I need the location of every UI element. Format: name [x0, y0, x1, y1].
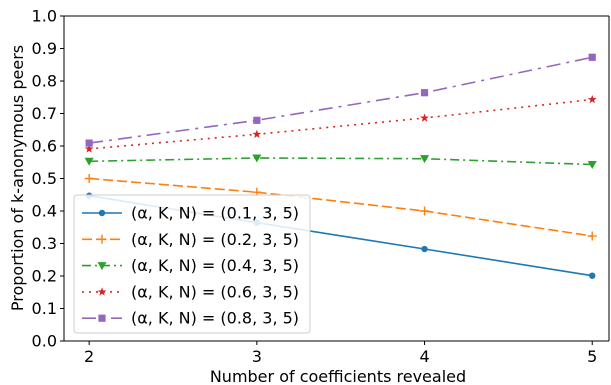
legend-box [73, 194, 311, 334]
legend-label-4: (α, K, N) = (0.6, 3, 5) [131, 282, 299, 301]
legend: (α, K, N) = (0.1, 3, 5) (α, K, N) = (0.2,… [73, 194, 311, 334]
data-point-s4-3 [420, 113, 429, 122]
y-tick-label: 0.2 [32, 267, 57, 286]
series-line-5 [89, 56, 593, 144]
legend-label-3: (α, K, N) = (0.4, 3, 5) [131, 256, 299, 275]
data-point-s5-4 [588, 53, 596, 61]
data-point-s4-1 [84, 144, 94, 153]
x-ticks: 2 3 4 5 [84, 341, 597, 366]
legend-marker-4 [97, 287, 107, 296]
data-point-s2-4 [587, 231, 597, 241]
y-tick-label: 0.3 [32, 234, 57, 253]
data-point-s5-2 [253, 116, 261, 124]
y-tick-label: 0.9 [32, 39, 57, 58]
data-point-s4-4 [587, 94, 597, 104]
data-point-s4-2 [252, 129, 262, 139]
legend-marker-3 [97, 262, 107, 271]
data-point-s5-1 [85, 139, 93, 147]
y-tick-label: 0.0 [32, 332, 57, 351]
legend-label-1: (α, K, N) = (0.1, 3, 5) [131, 204, 299, 223]
y-tick-label: 0.7 [32, 104, 57, 123]
series-line-2 [89, 177, 593, 237]
data-point-s5-3 [420, 89, 429, 97]
y-tick-label: 0.4 [32, 202, 57, 221]
series-line-4 [89, 98, 593, 150]
series-line-3 [89, 157, 593, 166]
x-tick-label: 2 [84, 347, 94, 366]
legend-marker-2 [97, 234, 107, 244]
y-tick-label: 0.1 [32, 299, 57, 318]
x-tick-label: 4 [419, 347, 429, 366]
x-tick-label: 3 [252, 347, 262, 366]
data-point-s1-4 [589, 272, 596, 279]
x-tick-label: 5 [587, 347, 597, 366]
x-axis-label: Number of coefficients revealed [210, 367, 466, 385]
y-ticks: 0.0 0.1 0.2 0.3 0.4 0.5 0.6 0.7 0.8 0.9 1.0 [32, 7, 64, 351]
data-point-s3-1 [84, 157, 94, 166]
y-tick-label: 0.6 [32, 137, 57, 156]
data-point-s3-2 [252, 154, 262, 163]
y-tick-label: 1.0 [32, 7, 57, 26]
y-tick-label: 0.8 [32, 72, 57, 91]
plot-frame [63, 15, 610, 342]
data-point-s2-1 [84, 174, 94, 183]
y-tick-label: 0.5 [32, 169, 57, 188]
legend-label-5: (α, K, N) = (0.8, 3, 5) [131, 309, 299, 328]
y-axis-label: Proportion of k-anonymous peers [8, 45, 27, 311]
data-point-s2-3 [420, 206, 430, 216]
legend-label-2: (α, K, N) = (0.2, 3, 5) [131, 230, 299, 249]
legend-marker-5 [98, 314, 106, 322]
data-point-s3-4 [587, 161, 597, 170]
legend-marker-1 [98, 209, 106, 217]
data-point-s3-3 [420, 155, 430, 164]
data-point-s1-3 [421, 245, 428, 253]
